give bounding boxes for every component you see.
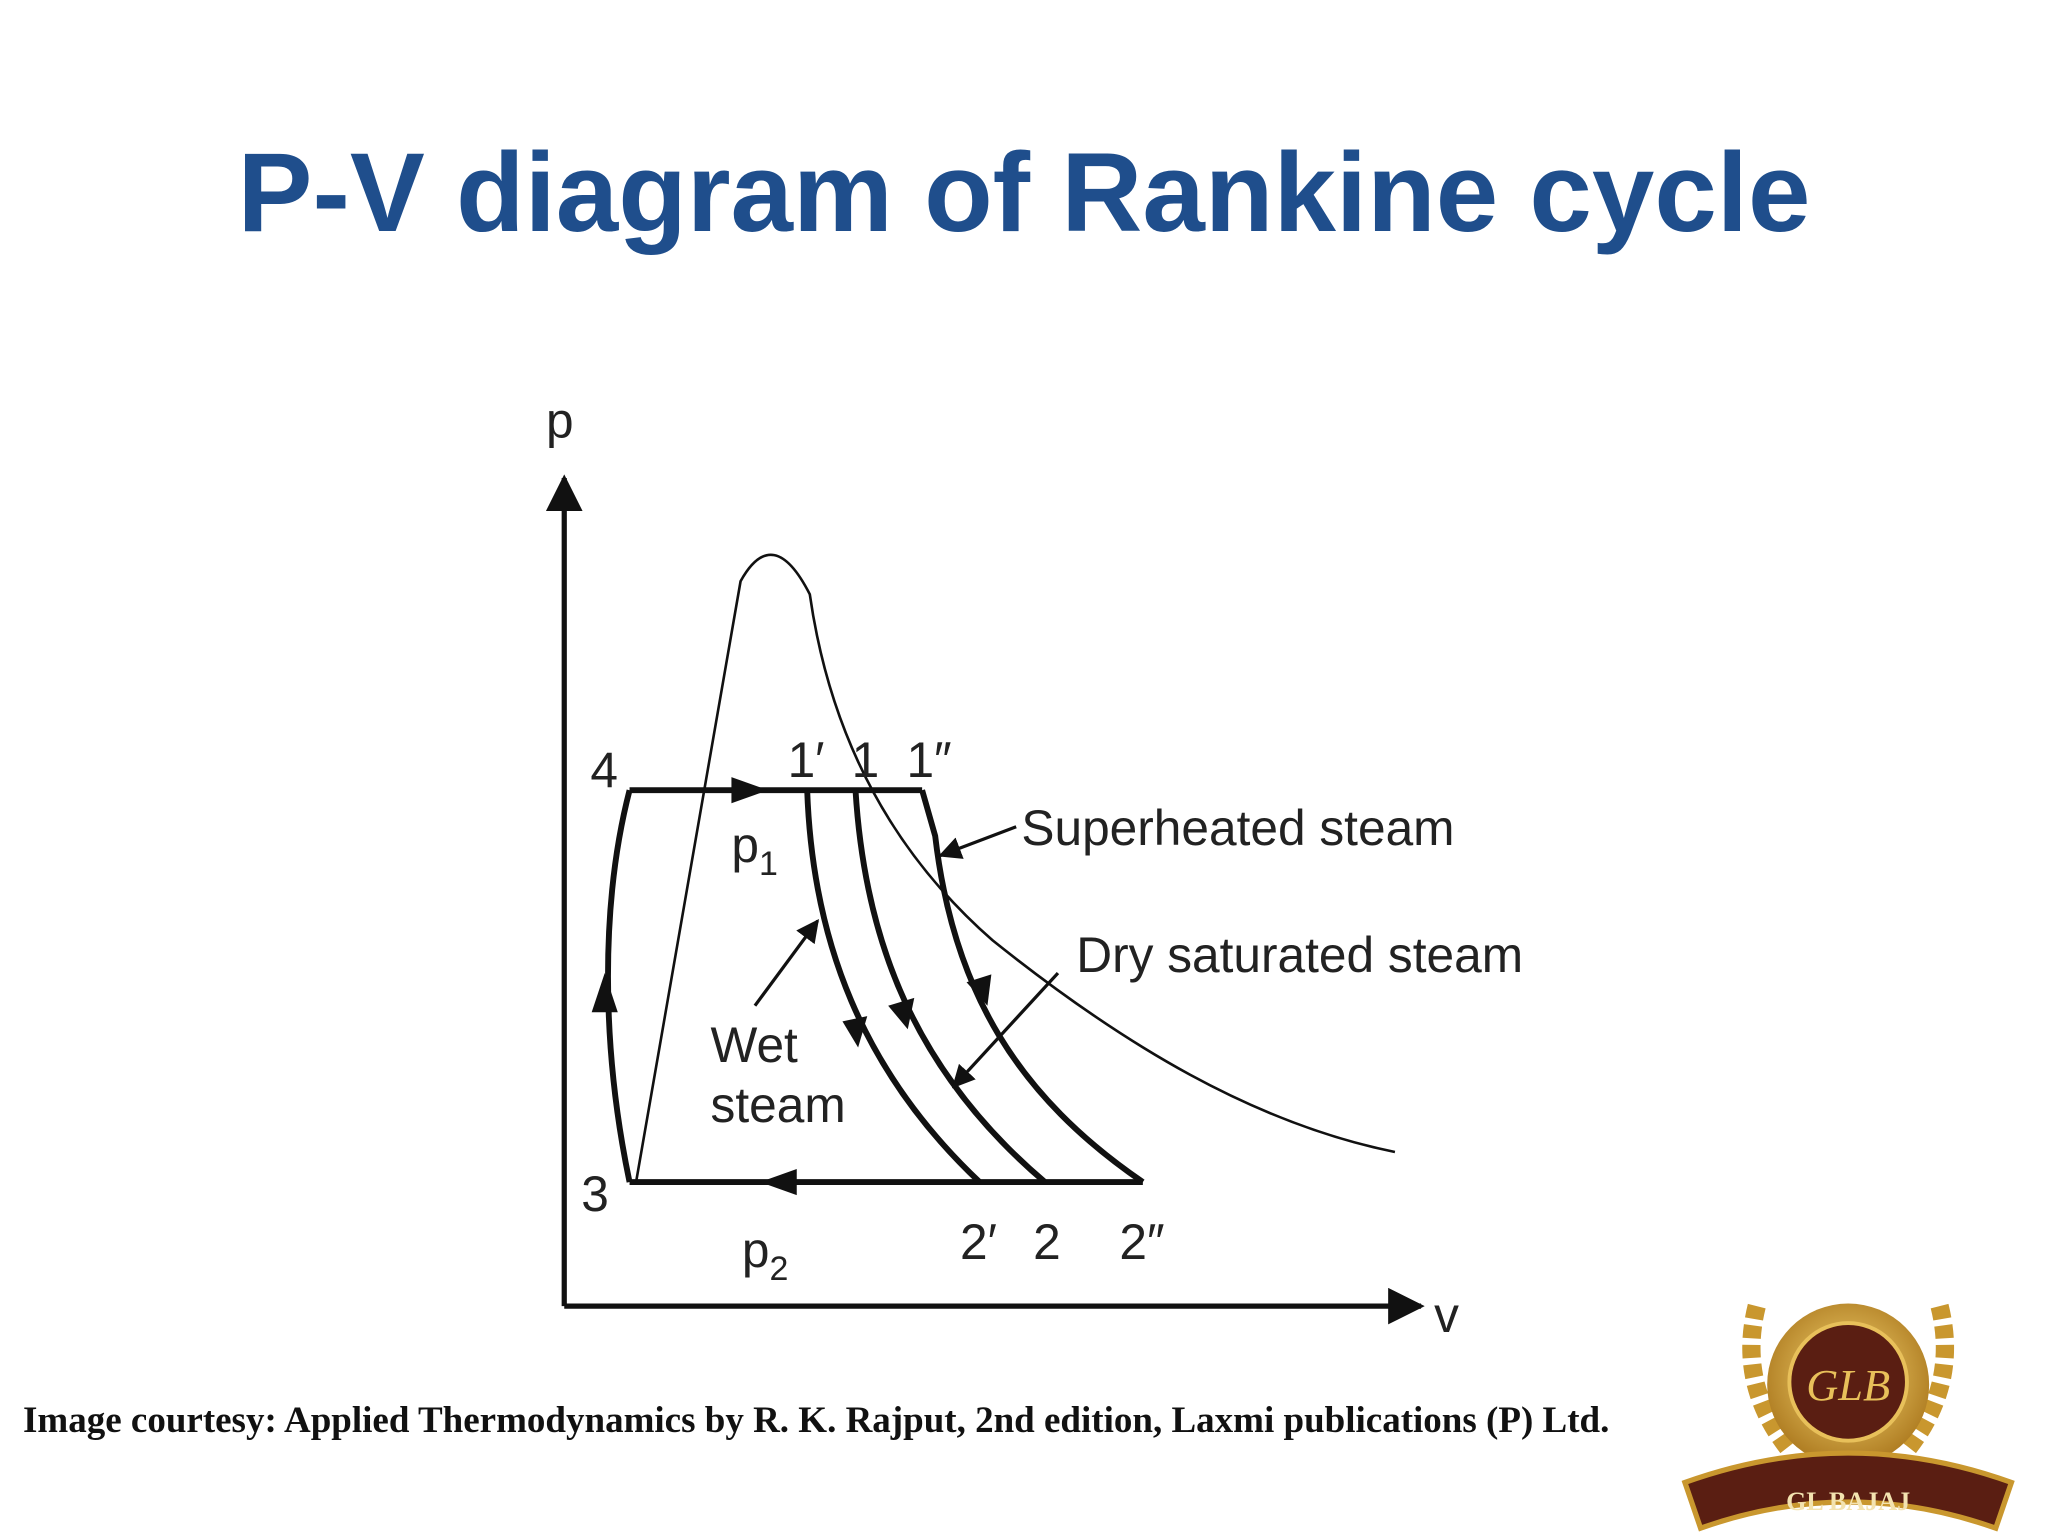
pointer [951,971,1060,1089]
annotation: Dry saturated steam [1076,927,1523,983]
arrow [591,973,618,1013]
arrow [760,1168,797,1196]
expansion-superheated [919,789,1145,1185]
image-courtesy: Image courtesy: Applied Thermodynamics b… [23,1400,1610,1441]
annotation: steam [711,1077,846,1133]
point-label: 2″ [1119,1214,1164,1270]
x-axis-label: v [1434,1287,1459,1343]
expansion-wet [804,790,982,1185]
point-label: 1 [852,732,880,788]
point-label: 3 [581,1166,609,1222]
arrow [888,997,915,1030]
annotation: Wet [711,1017,799,1073]
logo-name: GL BAJAJ [1786,1487,1910,1516]
title: P-V diagram of Rankine cycle [238,129,1811,255]
pressure-label: p1 [731,817,777,883]
pressure-symbol: p [731,817,759,873]
point-label: 1′ [788,732,825,788]
y-axis-label: p [546,393,574,449]
point-label: 2′ [960,1214,997,1270]
pointer [753,918,819,1007]
pressure-symbol: p [742,1222,770,1278]
pressure-subscript: 2 [769,1250,788,1288]
logo: GLB GL BAJAJ [1681,1303,2015,1532]
saturation-dome [634,553,1396,1183]
pump-line [605,789,633,1183]
arrow [731,777,768,804]
point-label: 4 [590,743,618,799]
expansion-dry [852,790,1047,1185]
pressure-label: p2 [742,1222,788,1288]
pressure-subscript: 1 [759,845,778,883]
pointer [938,825,1017,859]
point-label: 2 [1033,1214,1061,1270]
annotation: Superheated steam [1021,800,1454,856]
arrow [966,974,992,1006]
logo-monogram: GLB [1806,1360,1890,1410]
point-label: 1″ [906,732,951,788]
arrow [842,1016,868,1048]
